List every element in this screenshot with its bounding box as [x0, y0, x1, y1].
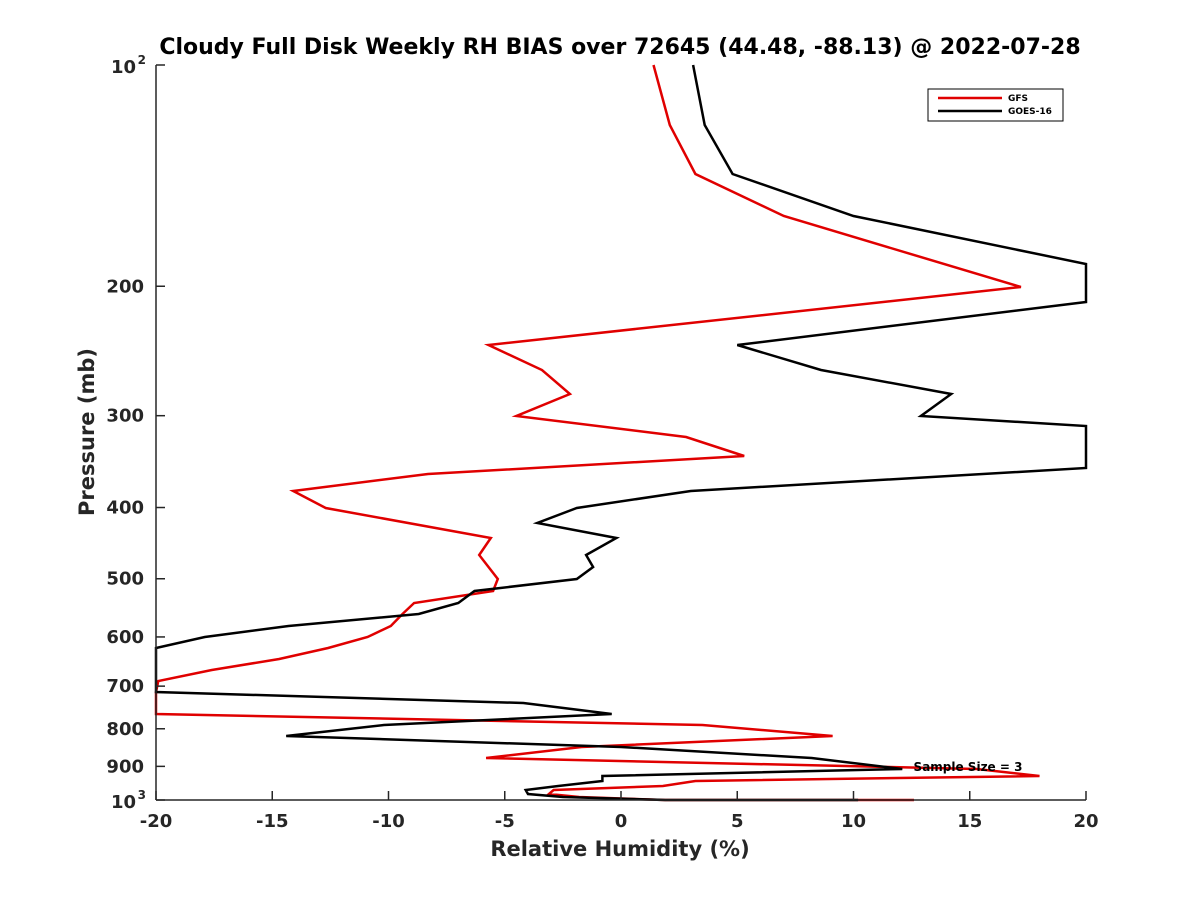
- plot-area: [154, 64, 1088, 802]
- series-line-gfs: [154, 64, 1040, 802]
- x-tick-label: 20: [1073, 811, 1098, 832]
- x-tick-label: -10: [372, 811, 405, 832]
- sample-size-annotation: Sample Size = 3: [914, 760, 1023, 774]
- y-tick-label: 500: [106, 569, 144, 590]
- y-tick-exponent: 3: [138, 788, 146, 802]
- y-tick-label: 10: [111, 57, 136, 78]
- series-line-goes-16: [154, 64, 1088, 802]
- y-tick-label: 200: [106, 276, 144, 297]
- legend-entry: GOES-16: [1008, 107, 1052, 117]
- y-tick-label: 900: [106, 756, 144, 777]
- x-tick-label: 10: [841, 811, 866, 832]
- x-axis-label: Relative Humidity (%): [490, 837, 749, 861]
- y-tick-label: 400: [106, 498, 144, 519]
- y-tick-label: 700: [106, 676, 144, 697]
- x-tick-label: 5: [731, 811, 744, 832]
- y-tick-label: 800: [106, 719, 144, 740]
- y-tick-label: 600: [106, 627, 144, 648]
- x-tick-label: 15: [957, 811, 982, 832]
- y-tick-label: 300: [106, 406, 144, 427]
- legend-entry: GFS: [1008, 94, 1028, 104]
- chart-title: Cloudy Full Disk Weekly RH BIAS over 726…: [159, 35, 1080, 60]
- legend: GFS GOES-16: [927, 88, 1064, 122]
- x-tick-label: -15: [256, 811, 289, 832]
- legend-box: [927, 88, 1064, 122]
- y-tick-label: 10: [111, 792, 136, 813]
- y-tick-exponent: 2: [138, 53, 146, 67]
- x-tick-label: -5: [495, 811, 515, 832]
- x-tick-label: 0: [615, 811, 628, 832]
- x-tick-label: -20: [140, 811, 173, 832]
- y-axis-label: Pressure (mb): [75, 348, 99, 516]
- x-axis: -20 -15 -10 -5 0 5 10 15 20: [140, 791, 1099, 832]
